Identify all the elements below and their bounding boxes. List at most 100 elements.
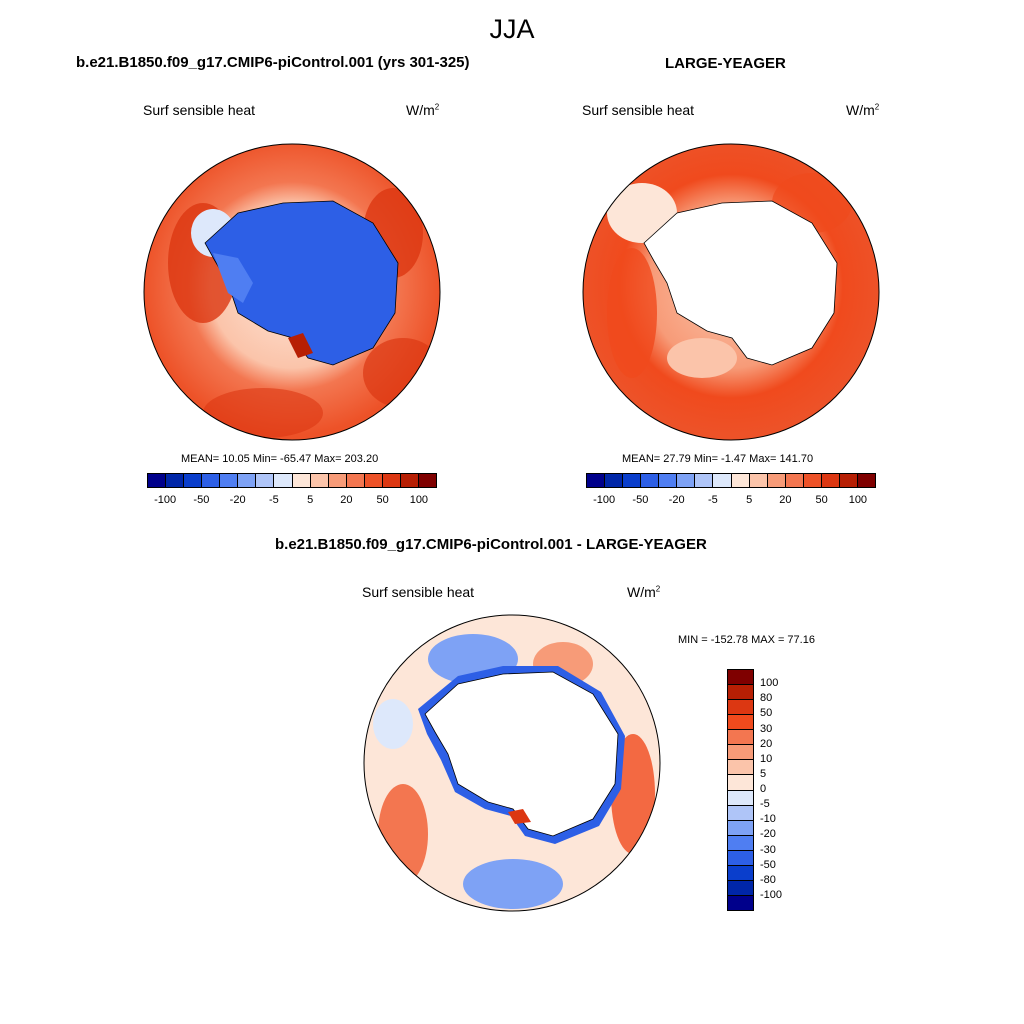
panel3-colorbar-swatch [728,865,753,881]
panel2-colorbar-swatch [677,474,696,487]
panel2-colorbar-swatch [659,474,678,487]
panel3-colorbar [727,669,754,911]
panel2-colorbar-tick-label: 50 [815,494,828,506]
panel3-colorbar-tick-label: 10 [760,752,773,765]
panel2-colorbar-swatch [731,474,750,487]
panel3-polar-map [363,614,661,912]
panel3-colorbar-swatch [728,730,753,746]
panel1-colorbar-swatch [310,474,329,487]
panel1-colorbar [147,473,437,488]
panel3-colorbar-tick-label: -20 [760,828,776,841]
panel3-colorbar-swatch [728,805,753,821]
panel2-colorbar-swatch [839,474,858,487]
panel3-colorbar-tick-label: -5 [760,798,770,811]
panel1-colorbar-swatch [382,474,401,487]
panel3-colorbar-tick-label: -80 [760,873,776,886]
panel2-colorbar-tick-label: 5 [746,494,753,506]
panel2-colorbar-tick-label: 20 [779,494,792,506]
panel2-colorbar-swatch [587,474,606,487]
panel3-colorbar-tick-label: 0 [760,783,767,795]
panel3-colorbar-tick-label: 30 [760,722,773,735]
panel3-colorbar-tick-label: -50 [760,858,776,871]
panel1-colorbar-swatch [148,474,167,487]
panel1-colorbar-swatch [418,474,436,487]
panel1-units-label: W/m2 [406,102,440,118]
panel3-colorbar-tick-label: -100 [760,888,783,901]
panel3-case-title: b.e21.B1850.f09_g17.CMIP6-piControl.001 … [275,536,707,553]
panel3-colorbar-swatch [728,745,753,761]
panel1-colorbar-swatch [220,474,239,487]
panel1-colorbar-swatch [184,474,203,487]
panel2-colorbar-tick-label: 100 [848,494,868,506]
panel2-colorbar-swatch [821,474,840,487]
panel1-colorbar-tick-label: -5 [268,494,279,506]
panel2-colorbar [586,473,876,488]
panel2-colorbar-tick-label: -5 [707,494,718,506]
panel2-polar-map [582,143,880,441]
panel2-colorbar-swatch [803,474,822,487]
panel3-colorbar-swatch [728,790,753,806]
panel3-colorbar-swatch [728,820,753,836]
panel3-colorbar-swatch [728,835,753,851]
panel3-colorbar-swatch [728,670,753,686]
panel3-colorbar-swatch [728,895,753,910]
panel3-colorbar-tick-label: 5 [760,767,767,780]
panel2-colorbar-swatch [767,474,786,487]
panel2-colorbar-swatch [641,474,660,487]
panel1-polar-map [143,143,441,441]
panel1-colorbar-swatch [346,474,365,487]
panel2-colorbar-swatch [857,474,875,487]
panel2-colorbar-tick-label: -20 [668,494,685,506]
panel1-colorbar-swatch [292,474,311,487]
panel2-stats: MEAN= 27.79 Min= -1.47 Max= 141.70 [622,453,814,465]
panel3-colorbar-tick-label: 80 [760,692,773,705]
panel1-case-title: b.e21.B1850.f09_g17.CMIP6-piControl.001 … [76,54,470,71]
panel3-colorbar-tick-label: -10 [760,813,776,826]
panel3-colorbar-swatch [728,880,753,896]
panel1-stats: MEAN= 10.05 Min= -65.47 Max= 203.20 [181,453,379,465]
panel3-colorbar-swatch [728,700,753,716]
panel1-colorbar-tick-label: -100 [154,494,177,506]
panel3-colorbar-swatch [728,760,753,776]
panel3-colorbar-swatch [728,850,753,866]
panel3-units-label: W/m2 [627,584,661,600]
panel1-colorbar-tick-label: 50 [376,494,389,506]
panel3-variable-label: Surf sensible heat [362,584,475,600]
panel3-colorbar-tick-label: -30 [760,843,776,856]
panel3-colorbar-swatch [728,685,753,701]
panel2-colorbar-swatch [713,474,732,487]
panel2-colorbar-labels: -100 -50 -20 -5 5 20 50 100 [586,494,876,508]
panel2-colorbar-swatch [695,474,714,487]
panel3-colorbar-tick-label: 20 [760,737,773,750]
panel1-colorbar-labels: -100 -50 -20 -5 5 20 50 100 [147,494,437,508]
panel1-colorbar-tick-label: -20 [229,494,246,506]
panel3-colorbar-tick-label: 100 [760,677,779,690]
panel2-colorbar-swatch [605,474,624,487]
panel1-colorbar-swatch [238,474,257,487]
panel3-colorbar-swatch [728,775,753,791]
panel3-colorbar-labels: 100 80 50 30 20 10 5 0 -5 -10 -20 -30 -50 -80 -100 [760,669,800,911]
panel1-colorbar-swatch [166,474,185,487]
panel1-colorbar-tick-label: 20 [340,494,353,506]
panel2-case-title: LARGE-YEAGER [665,55,786,72]
panel2-colorbar-swatch [623,474,642,487]
panel2-colorbar-swatch [749,474,768,487]
panel1-colorbar-tick-label: -50 [193,494,210,506]
panel2-variable-label: Surf sensible heat [582,102,695,118]
panel1-colorbar-swatch [364,474,383,487]
panel3-colorbar-tick-label: 50 [760,707,773,720]
panel1-colorbar-swatch [202,474,221,487]
panel3-colorbar-swatch [728,715,753,731]
panel1-colorbar-swatch [400,474,419,487]
panel1-variable-label: Surf sensible heat [143,102,256,118]
panel2-units-label: W/m2 [846,102,880,118]
panel2-colorbar-tick-label: -100 [593,494,616,506]
figure-title: JJA [489,14,535,44]
panel1-colorbar-tick-label: 100 [409,494,429,506]
panel2-colorbar-swatch [785,474,804,487]
panel1-colorbar-swatch [328,474,347,487]
panel2-colorbar-tick-label: -50 [632,494,649,506]
panel1-colorbar-swatch [274,474,293,487]
panel1-colorbar-tick-label: 5 [307,494,314,506]
panel3-stats: MIN = -152.78 MAX = 77.16 [678,634,815,646]
